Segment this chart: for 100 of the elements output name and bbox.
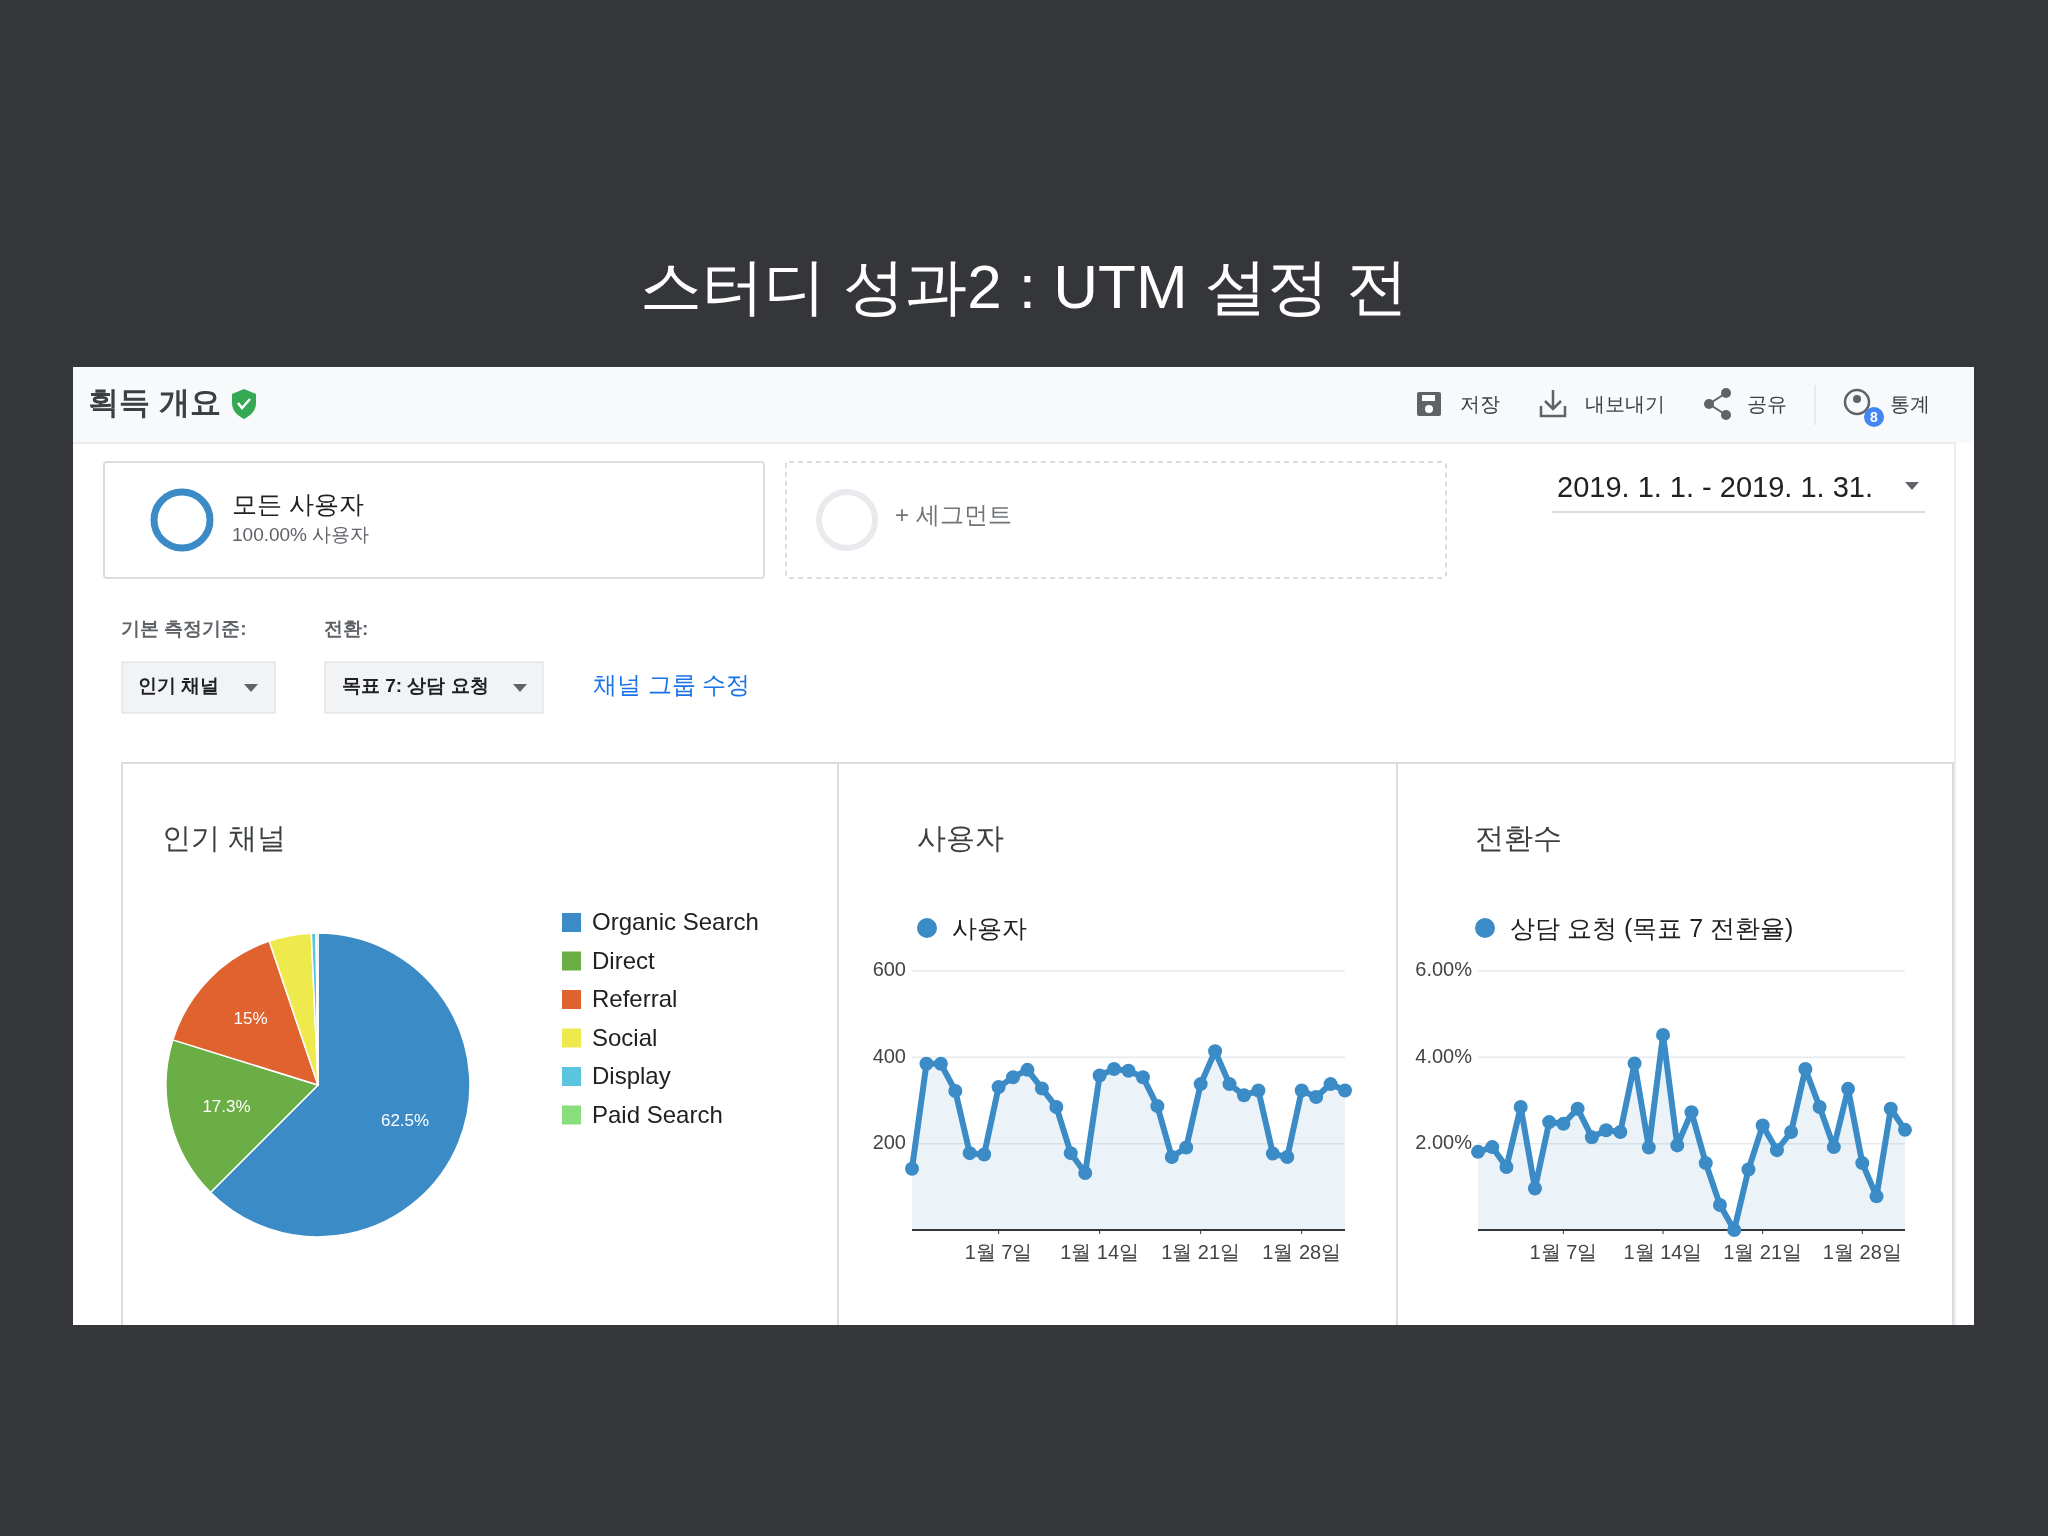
- point: [1684, 1105, 1699, 1120]
- point: [977, 1147, 992, 1162]
- point: [1641, 1140, 1656, 1155]
- point: [1034, 1081, 1049, 1096]
- legend-label: Referral: [592, 985, 678, 1012]
- text: 스터디 성과2 : UTM 설정 전: [639, 252, 1409, 321]
- point: [1323, 1077, 1338, 1092]
- y-tick-label: 2.00%: [1415, 1130, 1473, 1153]
- point: [1338, 1083, 1352, 1098]
- point: [1670, 1138, 1685, 1153]
- point: [1280, 1150, 1295, 1165]
- point: [1471, 1144, 1485, 1159]
- text: 획득 개요: [88, 385, 221, 420]
- text: 목표 7: 상담 요청: [342, 675, 489, 696]
- point: [1727, 1223, 1742, 1237]
- point: [1898, 1122, 1912, 1137]
- legend-label: 사용자: [952, 914, 1027, 942]
- point: [1265, 1146, 1280, 1161]
- point: [1294, 1083, 1309, 1098]
- text: 모든 사용자: [232, 490, 364, 518]
- text: 공유: [1747, 393, 1787, 415]
- point: [1570, 1101, 1585, 1116]
- point: [1485, 1140, 1500, 1155]
- point: [1627, 1056, 1642, 1071]
- point: [933, 1056, 948, 1071]
- legend-label: 상담 요청 (목표 7 전환율): [1510, 914, 1794, 942]
- point: [1599, 1123, 1614, 1138]
- point: [1006, 1070, 1021, 1085]
- legend-label: Organic Search: [592, 908, 759, 935]
- x-tick-label: 1월 28일: [1822, 1241, 1902, 1263]
- text: 2019. 1. 1. - 2019. 1. 31.: [1557, 471, 1874, 503]
- point: [962, 1146, 977, 1161]
- text: 인기 채널: [138, 675, 220, 696]
- text: 전환:: [324, 618, 369, 639]
- text: 통계: [1890, 393, 1930, 415]
- point: [1556, 1116, 1571, 1131]
- text: 8: [1870, 409, 1879, 425]
- point: [1107, 1061, 1122, 1076]
- point: [1078, 1166, 1093, 1181]
- data-label: 62.5%: [380, 1110, 430, 1130]
- chart-title: 인기 채널: [162, 822, 287, 854]
- y-tick-label: 4.00%: [1415, 1044, 1473, 1067]
- point: [1542, 1115, 1557, 1130]
- chart-title: 전환수: [1475, 822, 1562, 854]
- text: 기본 측정기준:: [121, 618, 247, 639]
- point: [1513, 1099, 1528, 1114]
- legend-label: Social: [592, 1023, 658, 1051]
- x-tick-label: 1월 21일: [1161, 1241, 1241, 1263]
- point: [1826, 1140, 1841, 1155]
- y-tick-label: 200: [872, 1130, 906, 1153]
- point: [1222, 1077, 1237, 1092]
- legend-label: Display: [592, 1062, 671, 1089]
- point: [991, 1080, 1006, 1095]
- y-tick-label: 400: [872, 1044, 906, 1067]
- point: [1883, 1101, 1898, 1116]
- point: [1755, 1118, 1770, 1133]
- point: [1613, 1125, 1628, 1140]
- point: [1656, 1027, 1671, 1042]
- text: 채널 그룹 수정: [593, 671, 751, 698]
- point: [905, 1161, 919, 1176]
- data-label: 15%: [233, 1008, 268, 1028]
- point: [1063, 1146, 1078, 1161]
- point: [1251, 1083, 1266, 1098]
- point: [1527, 1181, 1542, 1196]
- y-tick-label: 600: [872, 958, 906, 981]
- point: [1869, 1189, 1884, 1204]
- x-tick-label: 1월 7일: [1529, 1241, 1598, 1263]
- point: [1092, 1068, 1107, 1083]
- point: [1135, 1070, 1150, 1085]
- point: [1309, 1090, 1324, 1105]
- x-tick-label: 1월 7일: [964, 1241, 1033, 1263]
- data-label: 17.3%: [202, 1097, 251, 1117]
- point: [1698, 1156, 1713, 1171]
- point: [1164, 1150, 1179, 1165]
- point: [1020, 1062, 1035, 1077]
- point: [1812, 1099, 1827, 1114]
- text: + 세그먼트: [895, 501, 1012, 528]
- point: [1798, 1061, 1813, 1076]
- point: [1193, 1077, 1208, 1092]
- text: 저장: [1460, 393, 1500, 415]
- point: [1121, 1063, 1136, 1078]
- point: [1841, 1081, 1856, 1096]
- point: [1855, 1156, 1870, 1171]
- chart-title: 사용자: [917, 822, 1004, 854]
- point: [1769, 1143, 1784, 1158]
- point: [1584, 1130, 1599, 1145]
- point: [1179, 1140, 1194, 1155]
- point: [1712, 1197, 1727, 1212]
- x-tick-label: 1월 14일: [1060, 1241, 1140, 1263]
- point: [1150, 1099, 1165, 1114]
- point: [948, 1084, 963, 1098]
- legend-label: Paid Search: [592, 1100, 723, 1128]
- point: [1499, 1159, 1514, 1174]
- point: [919, 1056, 934, 1071]
- point: [1049, 1099, 1064, 1114]
- text: 100.00% 사용자: [232, 524, 370, 545]
- legend-label: Direct: [592, 946, 655, 974]
- y-tick-label: 6.00%: [1415, 958, 1473, 981]
- point: [1784, 1125, 1799, 1140]
- text: 내보내기: [1585, 393, 1665, 415]
